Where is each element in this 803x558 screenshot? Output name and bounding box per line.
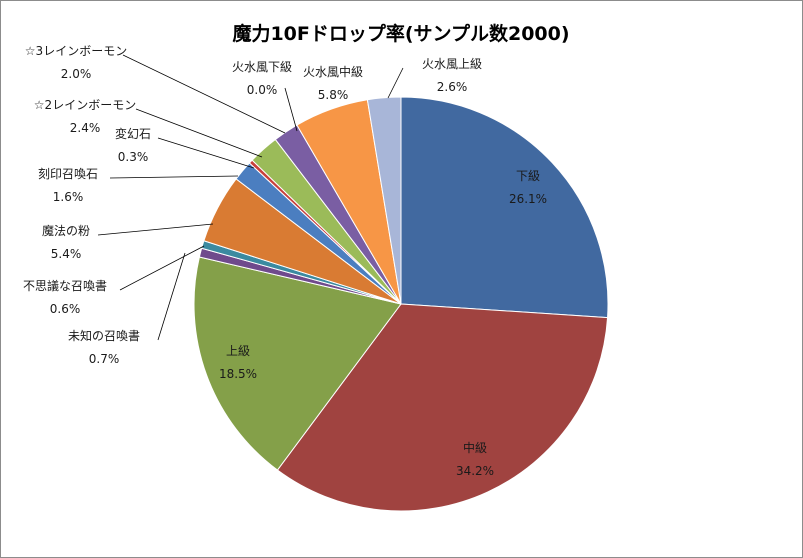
slice-5-value-label: 5.4% [51, 247, 82, 261]
slice-0 [400, 96, 609, 319]
pie-slices [193, 96, 609, 512]
slice-5-label: 魔法の粉 [42, 223, 90, 238]
slice-1 [276, 303, 609, 512]
slice-labels: 下級 26.1% 中級 34.2% 上級 18.5% 未知の召喚書 0.7% 不思議な召喚書 0.… [23, 44, 547, 478]
slice-2-value-label: 18.5% [219, 367, 257, 381]
slice-12-leader-line [387, 67, 404, 99]
slice-5-leader-line [97, 223, 214, 236]
slice-10-label: 火水風下級 [232, 60, 292, 74]
slice-6-label: 刻印召喚石 [38, 167, 98, 181]
slice-4-label: 不思議な召喚書 [23, 279, 107, 293]
leader-lines [97, 54, 404, 341]
slice-7-label: 変幻石 [115, 126, 151, 141]
slice-8-leader-line [135, 108, 263, 158]
slice-1-value-label: 34.2% [456, 464, 494, 478]
slice-8-label: ☆2レインボーモン [34, 98, 136, 112]
slice-3-label: 未知の召喚書 [68, 329, 140, 343]
slice-2-label: 上級 [226, 344, 250, 358]
slice-6-value-label: 1.6% [53, 190, 84, 204]
slice-9-value-label: 2.0% [61, 67, 92, 81]
slice-12-value-label: 2.6% [437, 80, 468, 94]
chart-title: 魔力10Fドロップ率(サンプル数2000) [232, 22, 569, 45]
slice-0-value-label: 26.1% [509, 192, 547, 206]
slice-8-value-label: 2.4% [70, 121, 101, 135]
slice-6-leader-line [109, 175, 239, 179]
slice-4-leader-line [119, 245, 205, 291]
slice-2 [193, 256, 402, 471]
slice-0-label: 下級 [516, 169, 540, 183]
slice-7-value-label: 0.3% [118, 150, 149, 164]
slice-10-leader-line [284, 87, 298, 132]
slice-7-leader-line [157, 137, 255, 169]
slice-11-label: 火水風中級 [303, 64, 363, 79]
slice-12 [366, 96, 402, 305]
slice-9-label: ☆3レインボーモン [25, 44, 127, 58]
slice-4-value-label: 0.6% [50, 302, 81, 316]
slice-9-leader-line [122, 54, 286, 134]
slice-3-leader-line [157, 252, 186, 341]
slice-10-value-label: 0.0% [247, 83, 278, 97]
slice-3-value-label: 0.7% [89, 352, 120, 366]
slice-11-value-label: 5.8% [318, 88, 349, 102]
slice-1-label: 中級 [463, 440, 487, 455]
slice-12-label: 火水風上級 [422, 57, 482, 71]
